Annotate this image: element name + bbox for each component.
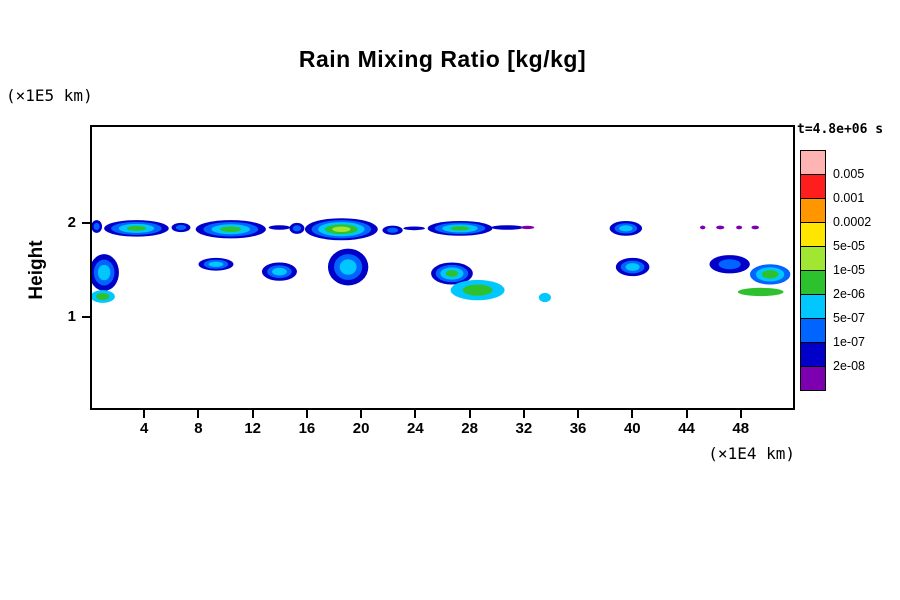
colorbar-tick-label: 5e-07: [833, 311, 865, 325]
contour-blob: [520, 225, 535, 230]
contour-blob: [625, 263, 640, 271]
colorbar-tick-label: 1e-05: [833, 263, 865, 277]
contour-blob: [93, 222, 100, 231]
colorbar-title: t=4.8e+06 s: [797, 122, 884, 137]
colorbar-swatch: [800, 270, 826, 295]
x-axis-unit-label: (×1E4 km): [708, 444, 795, 463]
x-tick-label: 12: [244, 420, 262, 437]
x-tick-label: 28: [461, 420, 478, 437]
colorbar-swatch: [800, 198, 826, 223]
contour-blob: [268, 225, 291, 230]
y-axis-label: Height: [26, 240, 47, 300]
contour-blob: [208, 261, 224, 267]
contour-blob: [272, 267, 287, 276]
colorbar-swatch: [800, 222, 826, 247]
x-tick-mark: [360, 410, 363, 418]
colorbar-tick-label: 2e-06: [833, 287, 865, 301]
colorbar-swatch: [800, 174, 826, 199]
x-tick-label: 24: [407, 420, 424, 437]
x-tick-mark: [197, 410, 200, 418]
x-tick-mark: [414, 410, 417, 418]
colorbar-tick-label: 2e-08: [833, 359, 865, 373]
x-tick-label: 48: [732, 420, 750, 437]
plot-area: [90, 125, 795, 410]
colorbar-swatch: [800, 342, 826, 367]
contour-blob: [716, 225, 725, 230]
y-tick-label: 1: [67, 307, 76, 325]
chart-title: Rain Mixing Ratio [kg/kg]: [298, 46, 587, 72]
x-tick-label: 4: [140, 420, 149, 437]
contour-blob: [462, 284, 493, 296]
colorbar-tick-label: 1e-07: [833, 335, 865, 349]
x-tick-mark: [739, 410, 742, 418]
contour-blob: [332, 226, 351, 233]
contour-blob: [538, 292, 551, 303]
contour-blob: [175, 224, 187, 231]
colorbar-tick-label: 0.001: [833, 191, 865, 205]
colorbar-tick-label: 5e-05: [833, 239, 865, 253]
colorbar-swatch: [800, 246, 826, 271]
contour-blob: [761, 270, 779, 279]
contour-blob: [126, 225, 147, 231]
colorbar-swatch: [800, 294, 826, 319]
x-tick-label: 44: [678, 420, 695, 437]
contour-blob: [718, 259, 741, 270]
x-tick-label: 36: [569, 420, 587, 437]
x-tick-label: 32: [515, 420, 533, 437]
contour-blob: [737, 287, 784, 297]
x-tick-mark: [631, 410, 634, 418]
x-tick-label: 8: [194, 420, 203, 437]
x-tick-mark: [251, 410, 254, 418]
x-tick-mark: [305, 410, 308, 418]
contour-blob: [450, 226, 470, 231]
contour-blob: [220, 226, 242, 233]
x-tick-mark: [685, 410, 688, 418]
x-tick-mark: [143, 410, 146, 418]
contour-blob: [619, 225, 633, 232]
colorbar-swatch: [800, 366, 826, 391]
y-tick-mark: [82, 222, 90, 225]
contour-blob: [292, 225, 302, 232]
contour-blob: [491, 225, 524, 230]
colorbar: [800, 150, 826, 391]
contour-blob: [736, 225, 743, 230]
colorbar-tick-label: 0.005: [833, 167, 865, 181]
x-tick-mark: [577, 410, 580, 418]
contour-blob: [387, 227, 399, 233]
colorbar-tick-label: 0.0002: [833, 215, 872, 229]
contour-blob: [97, 264, 111, 281]
contour-blob: [445, 270, 459, 277]
contour-blob: [339, 259, 357, 275]
x-tick-label: 16: [298, 420, 316, 437]
contour-blob: [96, 292, 110, 301]
x-tick-label: 20: [352, 420, 370, 437]
colorbar-swatch: [800, 318, 826, 343]
y-tick-label: 2: [67, 214, 76, 232]
x-tick-label: 40: [623, 420, 641, 437]
contour-plot: [92, 218, 791, 303]
x-tick-mark: [468, 410, 471, 418]
colorbar-swatch: [800, 150, 826, 175]
contour-blob: [751, 225, 759, 230]
y-tick-mark: [82, 315, 90, 318]
x-tick-mark: [522, 410, 525, 418]
y-axis-unit-label: (×1E5 km): [6, 86, 93, 105]
contour-blob: [700, 225, 706, 230]
contour-blob: [403, 226, 425, 231]
